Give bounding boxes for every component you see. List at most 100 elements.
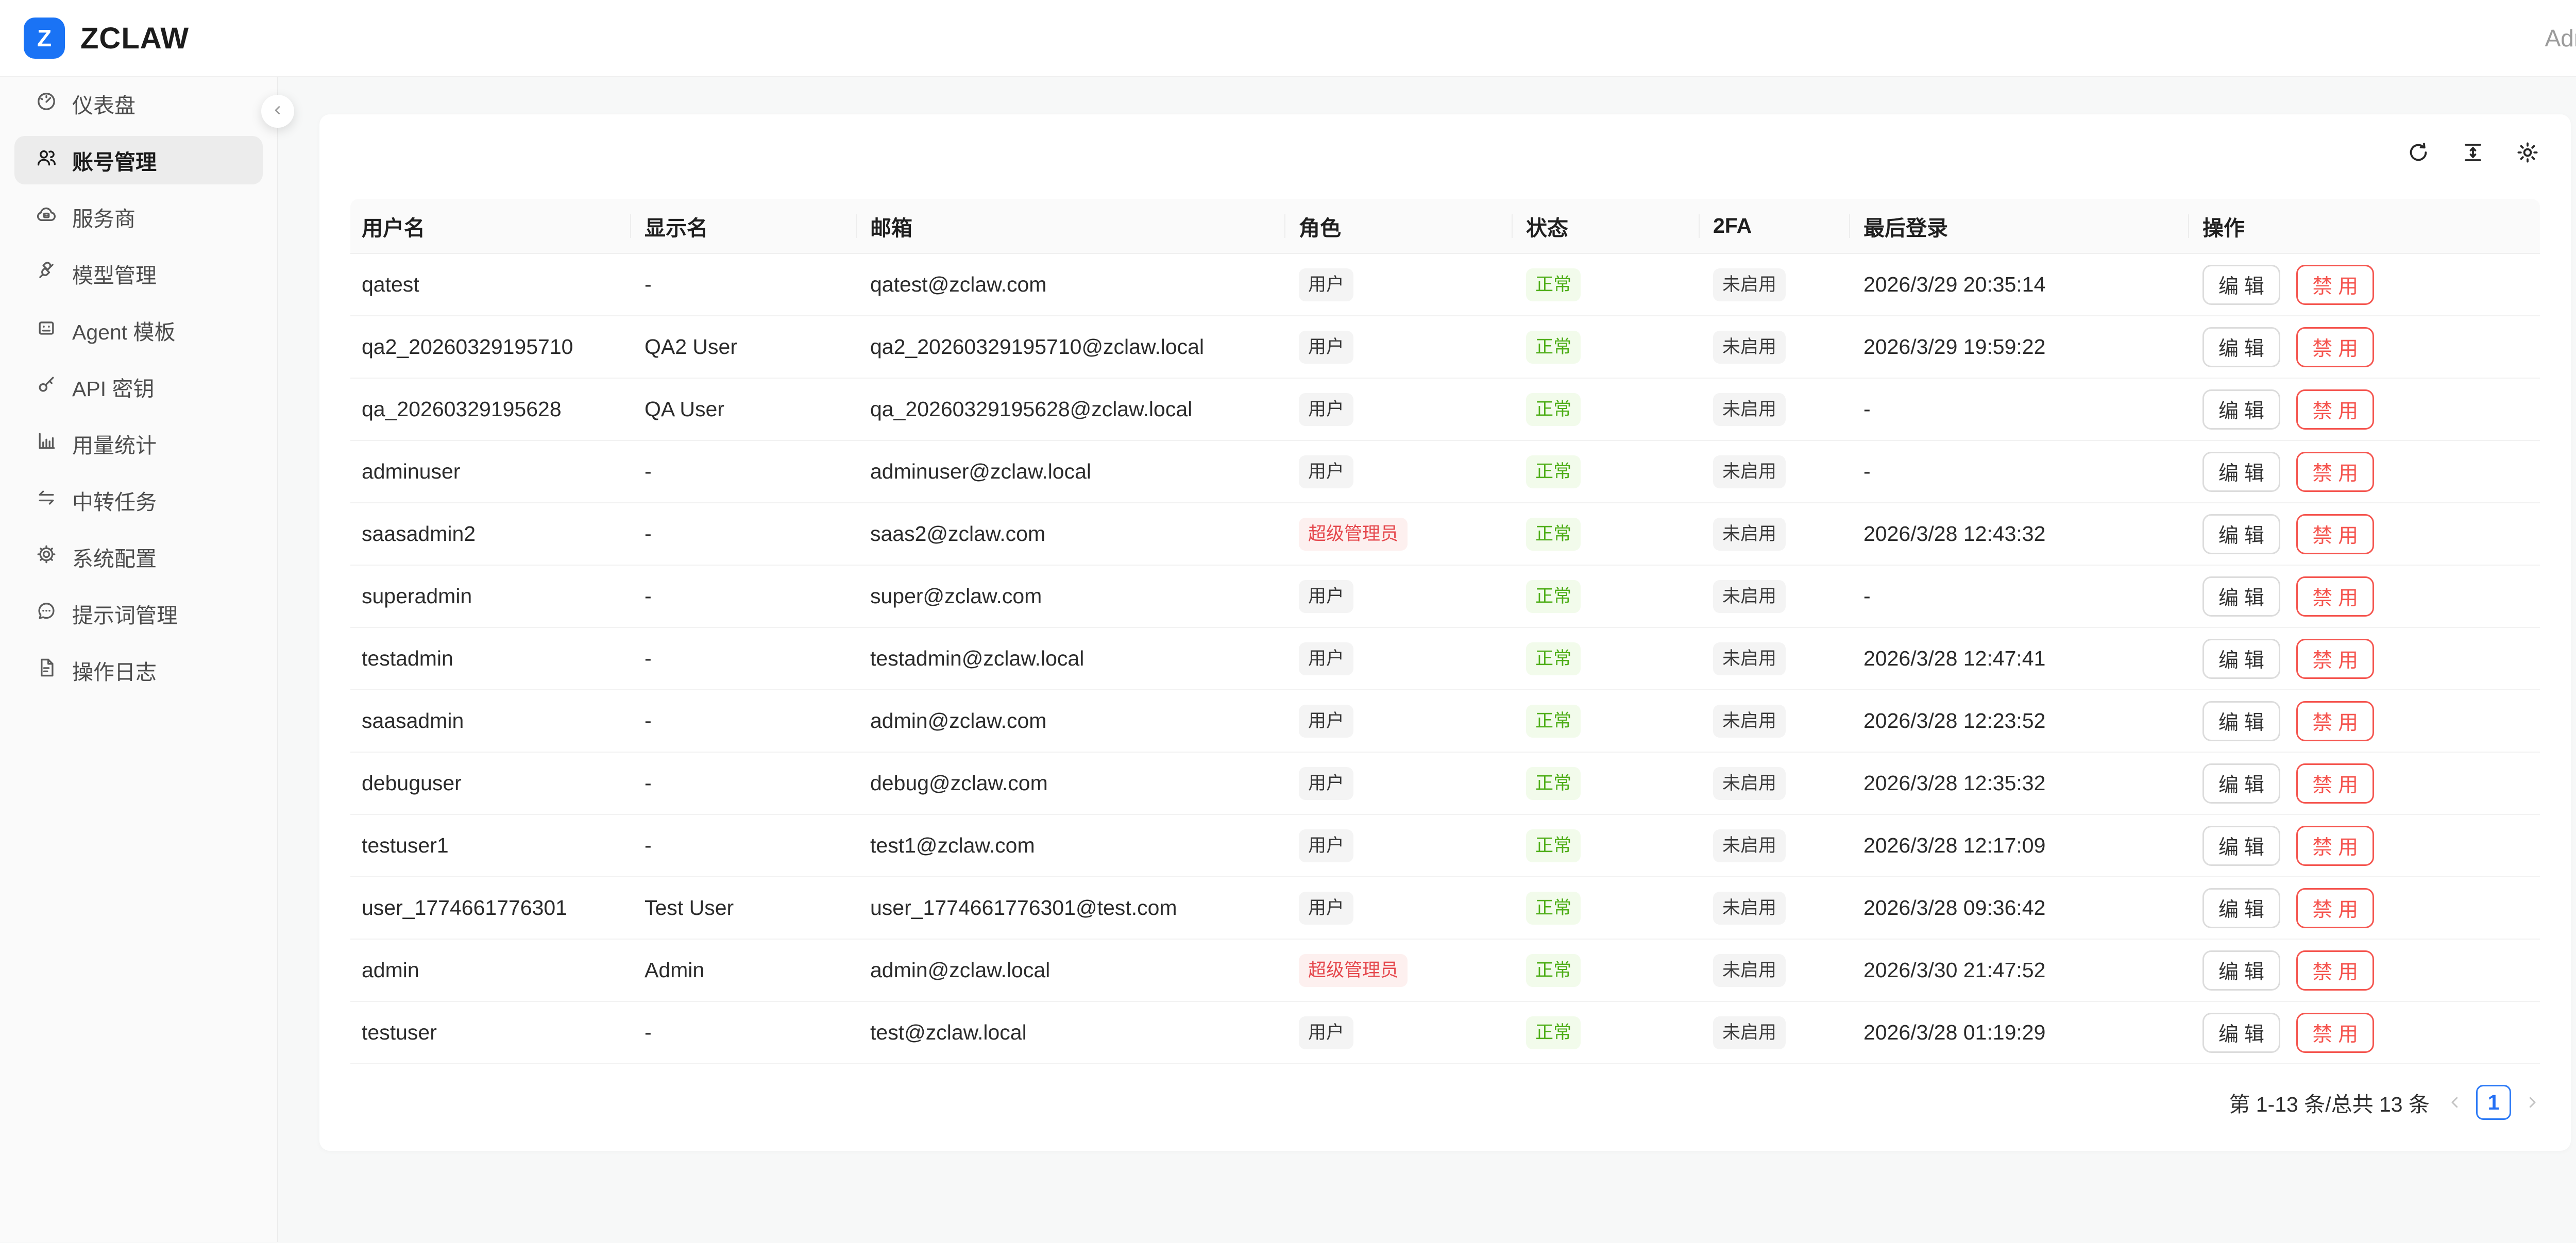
sidebar-item-5[interactable]: Agent 模板	[14, 306, 263, 354]
cell-status: 正常	[1513, 690, 1700, 753]
cell-role: 用户	[1285, 814, 1513, 877]
column-header-4: 角色	[1285, 199, 1513, 254]
role-tag: 用户	[1299, 455, 1354, 488]
edit-button[interactable]: 编 辑	[2202, 576, 2280, 617]
status-tag: 正常	[1526, 455, 1581, 488]
edit-button[interactable]: 编 辑	[2202, 950, 2280, 991]
cell-role: 用户	[1285, 316, 1513, 379]
disable-button[interactable]: 禁 用	[2296, 451, 2375, 492]
sidebar-item-9[interactable]: 系统配置	[14, 533, 263, 581]
cell-display-name: Test User	[631, 877, 857, 940]
table-row: user_1774661776301 Test User user_17746617…	[350, 877, 2540, 940]
column-header-1: 用户名	[350, 199, 631, 254]
cell-2fa: 未启用	[1700, 939, 1850, 1002]
edit-button[interactable]: 编 辑	[2202, 638, 2280, 679]
density-icon[interactable]	[2461, 140, 2485, 165]
cell-2fa: 未启用	[1700, 752, 1850, 815]
table-row: qatest - qatest@zclaw.com 用户 正常 未启用 2026/3/29 …	[350, 253, 2540, 316]
sidebar-item-2[interactable]: 账号管理	[14, 136, 263, 184]
disable-button[interactable]: 禁 用	[2296, 1012, 2375, 1053]
sidebar-item-7[interactable]: 用量统计	[14, 419, 263, 468]
sidebar-item-10[interactable]: 提示词管理	[14, 589, 263, 638]
sidebar-item-11[interactable]: 操作日志	[14, 646, 263, 694]
cell-status: 正常	[1513, 253, 1700, 316]
sidebar-item-6[interactable]: API 密钥	[14, 363, 263, 411]
edit-button[interactable]: 编 辑	[2202, 888, 2280, 928]
status-tag: 正常	[1526, 1016, 1581, 1049]
edit-button[interactable]: 编 辑	[2202, 1012, 2280, 1053]
disable-button[interactable]: 禁 用	[2296, 888, 2375, 928]
edit-button[interactable]: 编 辑	[2202, 389, 2280, 430]
edit-button[interactable]: 编 辑	[2202, 763, 2280, 804]
sidebar-item-label: API 密钥	[72, 377, 155, 401]
admin-user-label[interactable]: Admin	[2545, 25, 2576, 52]
sidebar-item-3[interactable]: 服务商	[14, 193, 263, 241]
edit-button[interactable]: 编 辑	[2202, 264, 2280, 305]
main-content: 用户名 显示名 邮箱 角色 状态 2FA 最后登录 操作 qatest - qatest@zcla…	[278, 77, 2576, 1242]
cell-status: 正常	[1513, 565, 1700, 628]
cell-display-name: -	[631, 752, 857, 815]
sidebar-item-1[interactable]: 仪表盘	[14, 79, 263, 128]
sidebar-item-8[interactable]: 中转任务	[14, 476, 263, 524]
disable-button[interactable]: 禁 用	[2296, 825, 2375, 866]
edit-button[interactable]: 编 辑	[2202, 327, 2280, 367]
column-header-7: 最后登录	[1850, 199, 2189, 254]
edit-button[interactable]: 编 辑	[2202, 701, 2280, 741]
comment-icon	[35, 600, 58, 627]
pagination-page-1[interactable]: 1	[2476, 1085, 2511, 1120]
cell-last-login: -	[1850, 565, 2189, 628]
cell-role: 超级管理员	[1285, 503, 1513, 566]
cell-email: qatest@zclaw.com	[857, 253, 1285, 316]
sidebar-item-label: Agent 模板	[72, 320, 176, 344]
disable-button[interactable]: 禁 用	[2296, 327, 2375, 367]
cell-2fa: 未启用	[1700, 877, 1850, 940]
cell-role: 用户	[1285, 1001, 1513, 1064]
sidebar-item-4[interactable]: 模型管理	[14, 249, 263, 298]
role-tag: 用户	[1299, 330, 1354, 364]
edit-button[interactable]: 编 辑	[2202, 451, 2280, 492]
tfa-tag: 未启用	[1713, 330, 1786, 364]
cell-email: debug@zclaw.com	[857, 752, 1285, 815]
cell-username: user_1774661776301	[350, 877, 631, 940]
disable-button[interactable]: 禁 用	[2296, 701, 2375, 741]
disable-button[interactable]: 禁 用	[2296, 763, 2375, 804]
edit-button[interactable]: 编 辑	[2202, 825, 2280, 866]
pagination-next-icon[interactable]	[2524, 1095, 2540, 1110]
disable-button[interactable]: 禁 用	[2296, 514, 2375, 554]
cell-last-login: 2026/3/29 19:59:22	[1850, 316, 2189, 379]
cell-2fa: 未启用	[1700, 378, 1850, 441]
sidebar-collapse-button[interactable]	[261, 95, 294, 128]
cell-last-login: 2026/3/28 12:23:52	[1850, 690, 2189, 753]
role-tag: 超级管理员	[1299, 517, 1408, 551]
disable-button[interactable]: 禁 用	[2296, 576, 2375, 617]
role-tag: 用户	[1299, 829, 1354, 862]
cell-status: 正常	[1513, 503, 1700, 566]
sidebar-item-label: 模型管理	[72, 264, 157, 287]
cell-username: qa2_20260329195710	[350, 316, 631, 379]
settings-icon[interactable]	[2515, 140, 2540, 165]
pagination-prev-icon[interactable]	[2447, 1095, 2463, 1110]
reload-icon[interactable]	[2406, 140, 2431, 165]
disable-button[interactable]: 禁 用	[2296, 389, 2375, 430]
pagination: 第 1-13 条/总共 13 条 1	[350, 1085, 2540, 1120]
tfa-tag: 未启用	[1713, 891, 1786, 925]
cell-actions: 编 辑 禁 用	[2189, 253, 2540, 316]
table-row: qa_20260329195628 QA User qa_2026032919562…	[350, 378, 2540, 441]
disable-button[interactable]: 禁 用	[2296, 264, 2375, 305]
cell-username: admin	[350, 939, 631, 1002]
cell-email: test1@zclaw.com	[857, 814, 1285, 877]
edit-button[interactable]: 编 辑	[2202, 514, 2280, 554]
cell-status: 正常	[1513, 316, 1700, 379]
cell-username: qatest	[350, 253, 631, 316]
cell-display-name: -	[631, 1001, 857, 1064]
cell-status: 正常	[1513, 877, 1700, 940]
cell-2fa: 未启用	[1700, 316, 1850, 379]
disable-button[interactable]: 禁 用	[2296, 950, 2375, 991]
cell-display-name: QA2 User	[631, 316, 857, 379]
sidebar-item-label: 中转任务	[72, 490, 157, 514]
file-icon	[35, 656, 58, 684]
cell-username: testuser1	[350, 814, 631, 877]
cell-email: qa2_20260329195710@zclaw.local	[857, 316, 1285, 379]
disable-button[interactable]: 禁 用	[2296, 638, 2375, 679]
table-row: testuser1- test1@zclaw.com 用户 正常 未启用 2026/3/2…	[350, 814, 2540, 877]
